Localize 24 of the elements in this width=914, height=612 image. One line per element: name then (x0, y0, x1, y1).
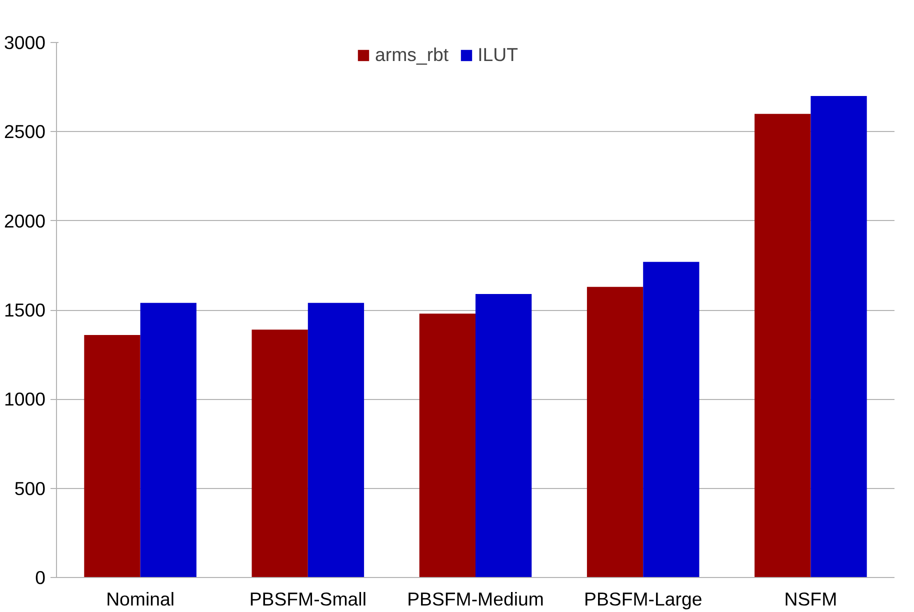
y-tick-label: 0 (35, 567, 46, 588)
y-tick-label: 1500 (4, 300, 46, 320)
bar (84, 334, 140, 578)
bar (419, 314, 476, 578)
bar (810, 96, 867, 578)
x-tick-label: NSFM (784, 588, 838, 610)
y-tick-label: 500 (14, 478, 46, 499)
y-tick-label: 2000 (4, 210, 46, 232)
x-tick-label: PBSFM-Medium (407, 588, 544, 610)
bar (308, 302, 364, 578)
bar (586, 286, 644, 578)
x-tick-label: PBSFM-Small (249, 588, 366, 610)
x-tick-label: Nominal (106, 588, 175, 610)
legend-label: ILUT (478, 44, 518, 66)
y-tick-label: 2500 (4, 121, 46, 142)
y-tick-label: 1000 (4, 388, 46, 410)
bar (643, 262, 700, 578)
bar (140, 302, 196, 578)
legend-label: arms_rbt (375, 44, 449, 66)
y-tick-label: 3000 (4, 32, 46, 53)
x-tick-label: PBSFM-Large (584, 588, 702, 610)
bar (476, 294, 532, 578)
bar (754, 114, 811, 578)
bar (252, 330, 308, 578)
